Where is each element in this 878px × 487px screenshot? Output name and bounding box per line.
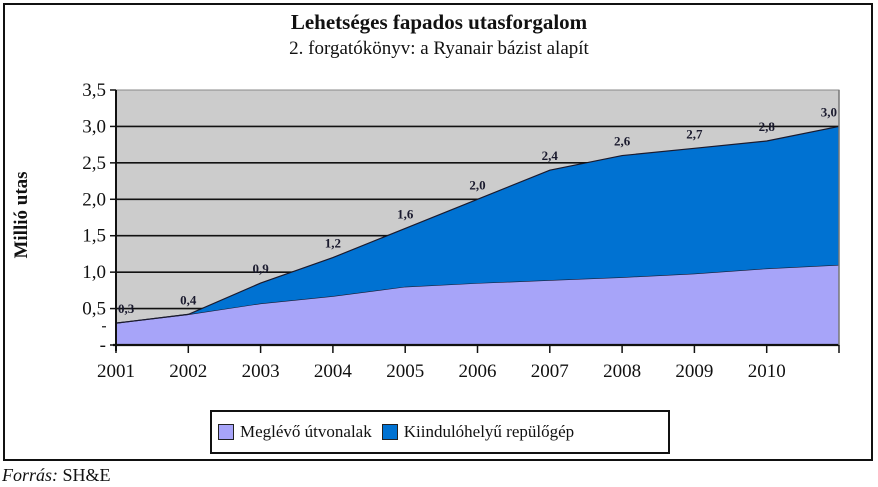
area-series-0 bbox=[116, 264, 839, 345]
x-tick-label: 2002 bbox=[169, 361, 207, 382]
x-tick-label: 2009 bbox=[675, 361, 713, 382]
x-tick-label: 2010 bbox=[748, 361, 786, 382]
axes bbox=[113, 90, 840, 351]
y-tick-label: 1,0 bbox=[82, 262, 106, 283]
legend-item-based-aircraft: Kiindulóhelyű repülőgép bbox=[381, 422, 575, 442]
data-label: 0,3 bbox=[118, 301, 135, 316]
y-tick-label: 2,5 bbox=[82, 153, 106, 174]
data-label: 1,2 bbox=[325, 236, 341, 251]
data-label: 2,0 bbox=[469, 177, 485, 192]
legend-swatch-based-aircraft bbox=[381, 424, 398, 440]
y-tick-label: 3,5 bbox=[82, 80, 106, 101]
area-series-1 bbox=[116, 126, 839, 324]
chart-title: Lehetséges fapados utasforgalom bbox=[290, 10, 588, 34]
legend: Meglévő útvonalak Kiindulóhelyű repülőgé… bbox=[210, 410, 670, 454]
y-tick-label: 3,0 bbox=[82, 116, 106, 137]
source-note: Forrás: SH&E bbox=[2, 465, 111, 486]
x-tick-label: 2001 bbox=[97, 361, 135, 382]
source-label: Forrás: bbox=[2, 465, 59, 485]
data-label: 2,4 bbox=[542, 148, 559, 163]
data-label: 1,6 bbox=[397, 206, 414, 221]
x-tick-labels: 2001 2002 2003 2004 2005 2006 2007 2008 2009 2010 bbox=[97, 345, 840, 382]
series-areas bbox=[115, 125, 840, 345]
chart-subtitle: 2. forgatókönyv: a Ryanair bázist alapít bbox=[289, 38, 589, 59]
legend-item-existing-routes: Meglévő útvonalak bbox=[218, 422, 372, 442]
x-tick-label: 2008 bbox=[603, 361, 641, 382]
x-tick-label: 2005 bbox=[386, 361, 424, 382]
x-tick-label: 2007 bbox=[531, 361, 569, 382]
y-tick-label: - bbox=[100, 335, 106, 356]
data-labels: 0,3 0,4 0,9 1,2 1,6 2,0 2,4 2,6 2,7 2,8 3,0 bbox=[118, 104, 837, 316]
y-tick-label: 2,0 bbox=[82, 189, 106, 210]
data-label: 0,9 bbox=[252, 261, 269, 276]
x-tick-label: 2006 bbox=[459, 361, 497, 382]
y-tick-label: 1,5 bbox=[82, 226, 106, 247]
legend-label-existing-routes: Meglévő útvonalak bbox=[240, 422, 372, 441]
data-label: 2,6 bbox=[614, 134, 631, 149]
legend-swatch-existing-routes bbox=[218, 424, 234, 440]
x-tick-label: 2004 bbox=[314, 361, 353, 382]
data-label: 2,8 bbox=[759, 119, 776, 134]
x-tick-label: 2003 bbox=[242, 361, 280, 382]
data-label: 2,7 bbox=[686, 126, 703, 141]
legend-label-based-aircraft: Kiindulóhelyű repülőgép bbox=[403, 422, 575, 441]
y-tick-labels: 3,5 3,0 2,5 2,0 1,5 1,0 0,5 - bbox=[82, 80, 116, 356]
data-label: 0,4 bbox=[180, 292, 197, 307]
source-value: SH&E bbox=[62, 465, 111, 485]
area-outline-1 bbox=[115, 125, 840, 324]
data-label: 3,0 bbox=[821, 104, 837, 119]
y-tick-label: 0,5 bbox=[82, 299, 106, 320]
